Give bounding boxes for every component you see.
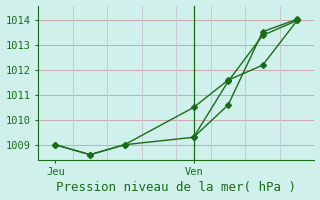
X-axis label: Pression niveau de la mer( hPa ): Pression niveau de la mer( hPa ) [56,181,296,194]
